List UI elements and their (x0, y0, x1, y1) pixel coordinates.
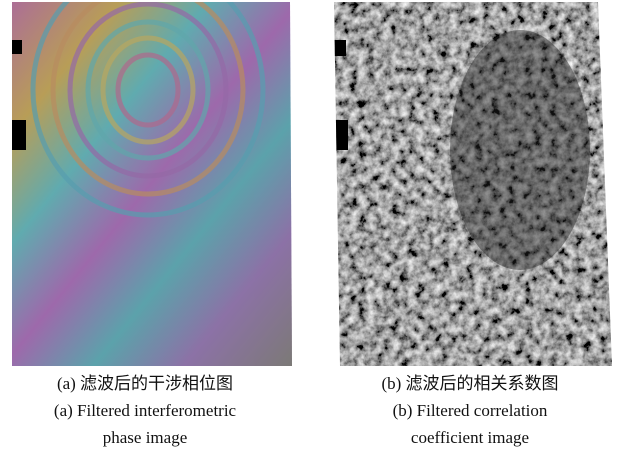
caption-en: (b) Filtered correlation (320, 397, 619, 424)
caption-en: (a) Filtered interferometric (0, 397, 295, 424)
figure-images (0, 0, 619, 370)
caption-en: phase image (0, 424, 295, 451)
caption-a: (a) 滤波后的干涉相位图 (a) Filtered interferometr… (0, 370, 295, 451)
caption-en: coefficient image (320, 424, 619, 451)
phase-image (0, 0, 300, 370)
caption-b: (b) 滤波后的相关系数图 (b) Filtered correlation c… (320, 370, 619, 451)
caption-cn: (b) 滤波后的相关系数图 (320, 370, 619, 397)
correlation-image (330, 0, 619, 370)
figure: (a) 滤波后的干涉相位图 (a) Filtered interferometr… (0, 0, 619, 453)
caption-cn: (a) 滤波后的干涉相位图 (0, 370, 295, 397)
